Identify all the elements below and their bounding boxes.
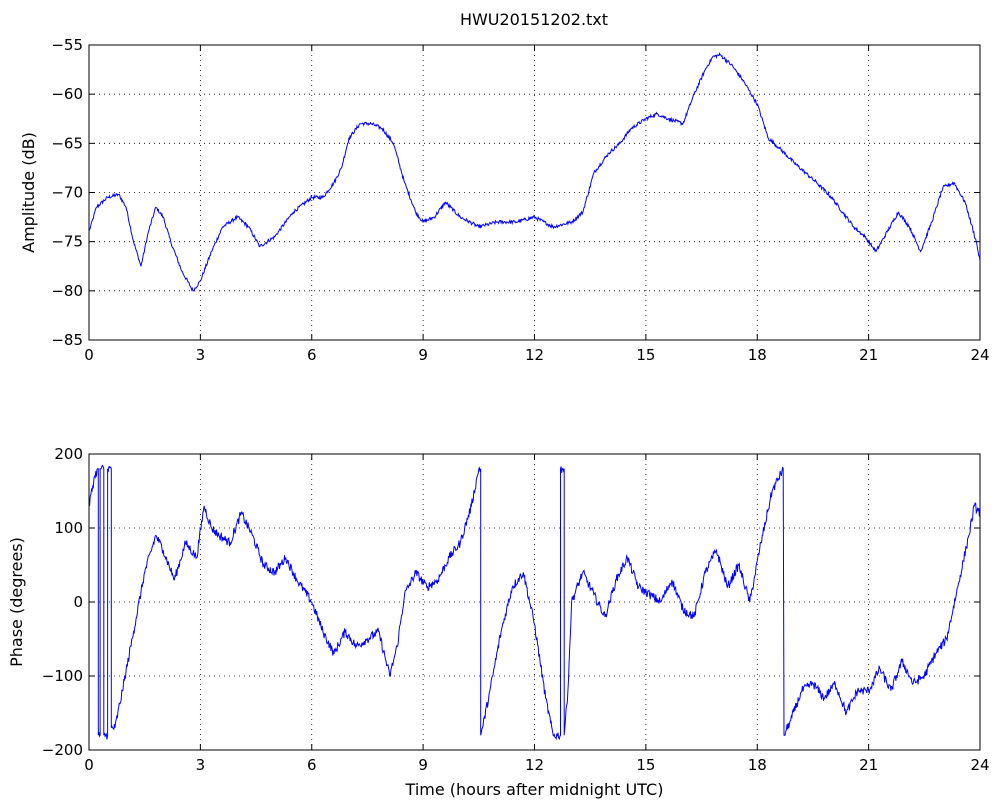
phase-xtick-label: 9 — [418, 756, 428, 774]
phase-xtick-label: 0 — [84, 756, 94, 774]
amplitude-ytick-label: −75 — [51, 233, 83, 251]
phase-ytick-label: 0 — [73, 593, 83, 611]
phase-series-line — [88, 464, 981, 741]
phase-ylabel: Phase (degrees) — [7, 537, 26, 667]
amplitude-xtick-label: 9 — [418, 346, 428, 364]
amplitude-xtick-label: 12 — [525, 346, 544, 364]
figure-title: HWU20151202.txt — [460, 10, 608, 29]
amplitude-xtick-label: 15 — [636, 346, 655, 364]
amplitude-series-line — [88, 52, 981, 292]
amplitude-xtick-label: 18 — [748, 346, 767, 364]
amplitude-ytick-label: −85 — [51, 331, 83, 349]
phase-ytick-label: −100 — [42, 667, 83, 685]
amplitude-xtick-label: 21 — [859, 346, 878, 364]
phase-xtick-label: 15 — [636, 756, 655, 774]
amplitude-ytick-label: −60 — [51, 85, 83, 103]
phase-ytick-label: −200 — [42, 741, 83, 759]
amplitude-axes: 0 3 6 9 12 15 18 21 24 −85 −80 −75 −70 −65 −60 −55 Ampli… — [19, 36, 990, 364]
phase-ytick-label: 200 — [54, 445, 83, 463]
amplitude-xtick-label: 24 — [970, 346, 989, 364]
phase-xtick-label: 12 — [525, 756, 544, 774]
amplitude-ytick-label: −55 — [51, 36, 83, 54]
amplitude-xtick-label: 6 — [307, 346, 317, 364]
phase-xlabel: Time (hours after midnight UTC) — [405, 780, 664, 799]
amplitude-ytick-label: −65 — [51, 134, 83, 152]
phase-xtick-label: 24 — [970, 756, 989, 774]
amplitude-xtick-label: 3 — [196, 346, 206, 364]
amplitude-ytick-label: −80 — [51, 282, 83, 300]
phase-ytick-label: 100 — [54, 519, 83, 537]
phase-xtick-label: 18 — [748, 756, 767, 774]
phase-xtick-label: 6 — [307, 756, 317, 774]
amplitude-xtick-label: 0 — [84, 346, 94, 364]
phase-xtick-label: 3 — [196, 756, 206, 774]
phase-xtick-label: 21 — [859, 756, 878, 774]
amplitude-ylabel: Amplitude (dB) — [19, 132, 38, 253]
phase-axes: 0 3 6 9 12 15 18 21 24 −200 −100 0 100 200 Phase (degr… — [7, 445, 990, 799]
amplitude-ytick-label: −70 — [51, 184, 83, 202]
